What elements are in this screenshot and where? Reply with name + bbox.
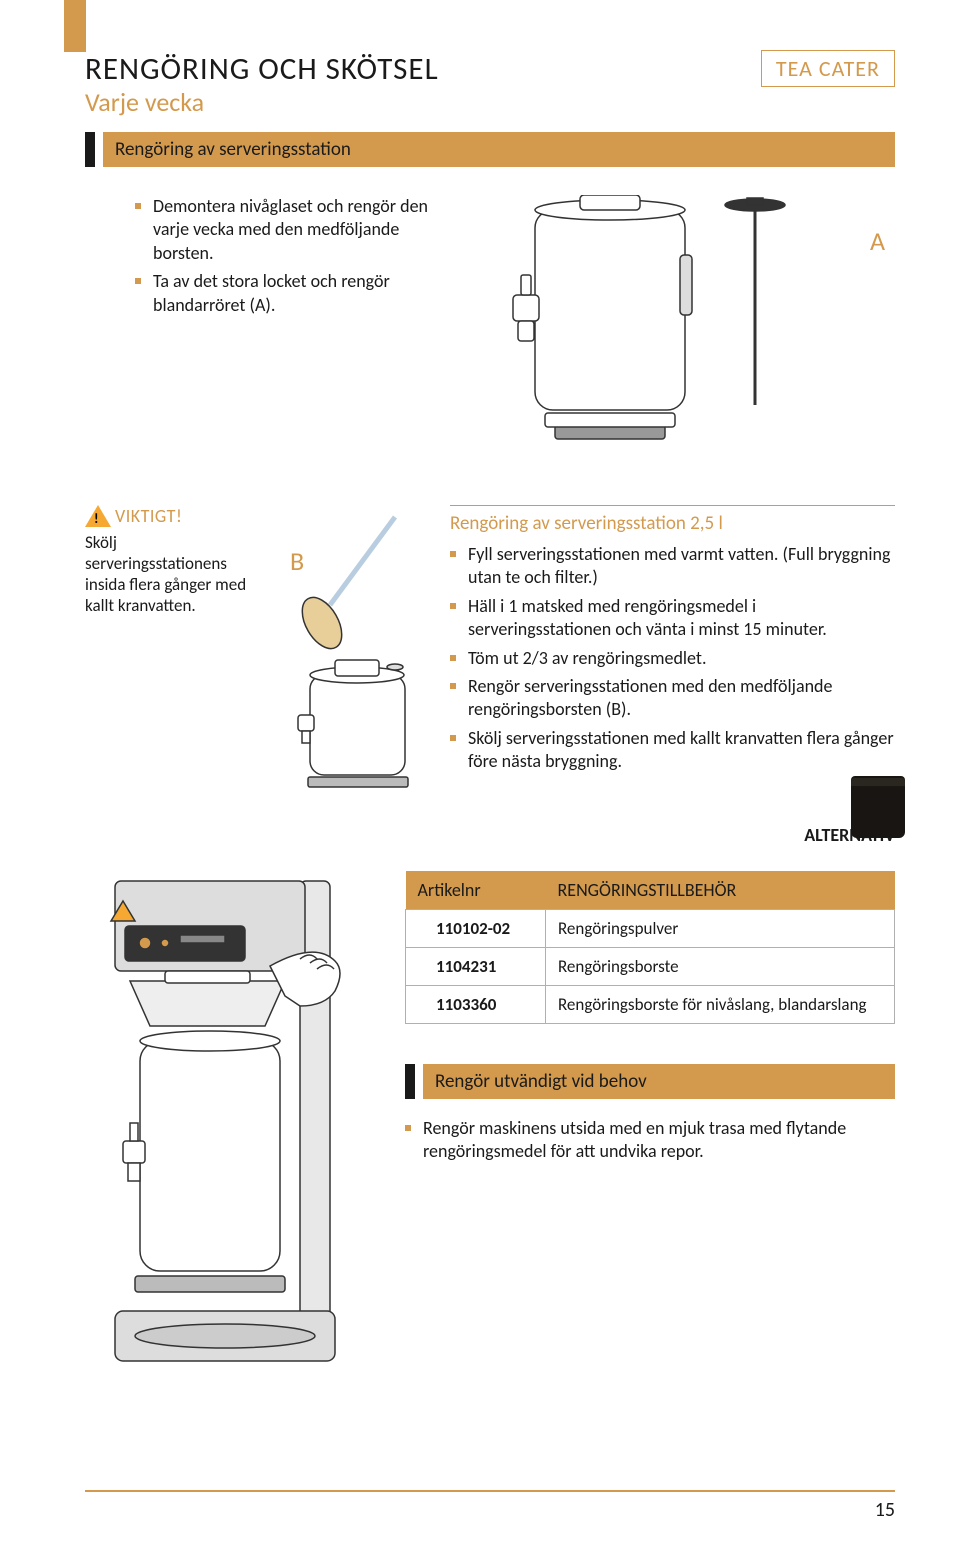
section-2-heading: Rengöring av serveringsstation 2,5 l	[450, 505, 895, 535]
table-cell: Rengöringsborste för nivåslang, blandars…	[546, 985, 895, 1023]
section-1-label: Rengöring av serveringsstation	[103, 132, 895, 167]
table-cell: 110102-02	[406, 909, 546, 947]
table-row: 110102-02 Rengöringspulver	[406, 909, 895, 947]
parts-table: Artikelnr RENGÖRINGSTILLBEHÖR 110102-02 …	[405, 871, 895, 1024]
table-row: 1104231 Rengöringsborste	[406, 947, 895, 985]
list-item: Demontera nivåglaset och rengör den varj…	[135, 195, 455, 265]
list-item: Ta av det stora locket och rengör blanda…	[135, 270, 455, 317]
warning-box: VIKTIGT! Skölj serveringsstationens insi…	[85, 505, 260, 617]
section-1-bullets: Demontera nivåglaset och rengör den varj…	[135, 195, 455, 317]
table-cell: 1103360	[406, 985, 546, 1023]
figure-brush-b: B	[280, 505, 430, 800]
list-item: Rengör serveringsstationen med den medfö…	[450, 675, 895, 722]
product-badge: TEA CATER	[761, 50, 895, 87]
section-heading-1: Rengöring av serveringsstation	[85, 132, 895, 167]
figure-machine	[85, 871, 375, 1396]
jar-illustration	[851, 776, 905, 838]
section-2-bullets: Fyll serveringsstationen med varmt vatte…	[450, 543, 895, 774]
warning-text: Skölj serveringsstationens insida flera …	[85, 532, 260, 617]
table-cell: Rengöringspulver	[546, 909, 895, 947]
section-3-bullets: Rengör maskinens utsida med en mjuk tras…	[405, 1117, 895, 1164]
warning-title: VIKTIGT!	[115, 505, 182, 528]
table-cell: 1104231	[406, 947, 546, 985]
page-subtitle: Varje vecka	[85, 86, 439, 118]
section-3-label: Rengör utvändigt vid behov	[423, 1064, 895, 1099]
table-row: 1103360 Rengöringsborste för nivåslang, …	[406, 985, 895, 1023]
list-item: Skölj serveringsstationen med kallt kran…	[450, 727, 895, 774]
dispenser-illustration	[485, 195, 805, 455]
machine-illustration	[85, 871, 375, 1391]
section-heading-3: Rengör utvändigt vid behov	[405, 1064, 895, 1099]
figure-label-a: A	[870, 225, 885, 257]
list-item: Töm ut 2/3 av rengöringsmedlet.	[450, 647, 895, 670]
figure-label-b: B	[290, 545, 304, 577]
header-accent-tab	[64, 0, 86, 52]
figure-dispenser-a: A	[485, 195, 895, 455]
page-title: RENGÖRING OCH SKÖTSEL	[85, 50, 439, 88]
list-item: Fyll serveringsstationen med varmt vatte…	[450, 543, 895, 590]
table-header-artikelnr: Artikelnr	[406, 871, 546, 910]
warning-icon	[85, 505, 111, 527]
page-number: 15	[875, 1498, 895, 1522]
footer-rule	[85, 1490, 895, 1492]
list-item: Häll i 1 matsked med rengöringsmedel i s…	[450, 595, 895, 642]
table-cell: Rengöringsborste	[546, 947, 895, 985]
list-item: Rengör maskinens utsida med en mjuk tras…	[405, 1117, 895, 1164]
table-header-desc: RENGÖRINGSTILLBEHÖR	[546, 871, 895, 910]
